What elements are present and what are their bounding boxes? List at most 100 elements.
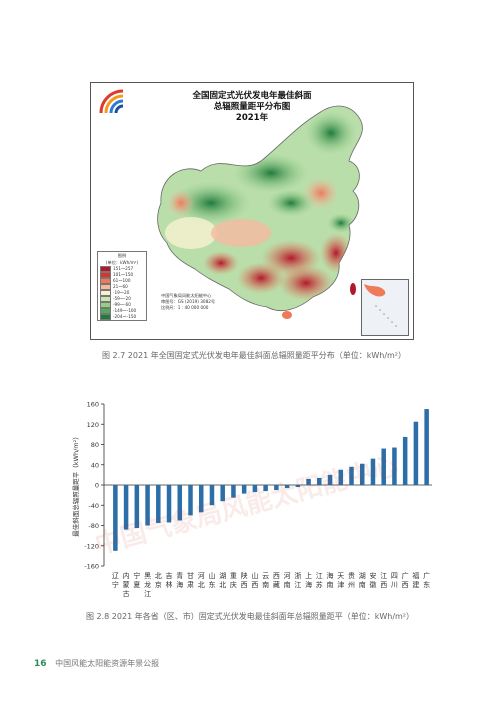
bar bbox=[392, 447, 397, 485]
x-tick-label: 安徽 bbox=[369, 571, 376, 589]
legend-item: 101～150 bbox=[100, 272, 144, 278]
x-tick-label: 重庆 bbox=[230, 572, 237, 589]
bar-chart: -160 -120 -80 -40 0 40 80 120 160 最佳斜面总辐照量距平（kWh/… bbox=[60, 396, 440, 606]
x-tick-label: 浙江 bbox=[294, 571, 301, 589]
x-tick-label: 广东 bbox=[423, 571, 430, 589]
bar bbox=[145, 485, 150, 526]
bar bbox=[274, 485, 279, 491]
bar bbox=[188, 485, 193, 516]
legend-label: 151～257 bbox=[113, 265, 134, 271]
legend-label: 101～150 bbox=[113, 271, 134, 277]
x-tick-label: 湖北 bbox=[219, 571, 226, 589]
map-title: 全国固定式光伏发电年最佳斜面 总辐照量距平分布图 2021年 bbox=[91, 91, 413, 124]
bar bbox=[209, 485, 215, 506]
bar bbox=[166, 485, 172, 523]
x-tick-label: 江苏 bbox=[316, 572, 323, 589]
x-tick-label: 河北 bbox=[198, 572, 205, 589]
credit-line3: 比例尺：1 : 40 000 000 bbox=[161, 305, 209, 310]
map-caption: 图 2.7 2021 年全国固定式光伏发电年最佳斜面总辐照量距平分布（单位：kW… bbox=[102, 351, 407, 360]
bar bbox=[349, 466, 354, 485]
bar-chart-svg: -160 -120 -80 -40 0 40 80 120 160 最佳斜面总辐照量距平（kWh/… bbox=[71, 401, 432, 598]
cma-logo bbox=[97, 87, 131, 121]
x-tick-label: 青海 bbox=[176, 571, 183, 589]
legend-label: -99～-60 bbox=[113, 301, 131, 307]
bar bbox=[413, 421, 419, 485]
map-title-line1: 全国固定式光伏发电年最佳斜面 bbox=[192, 91, 312, 101]
legend-unit: (单位：kWh/m²) bbox=[105, 259, 139, 265]
bar bbox=[317, 477, 322, 485]
y-tick-label: -80 bbox=[88, 522, 99, 530]
legend-item: -19～20 bbox=[100, 290, 144, 296]
bar bbox=[220, 485, 225, 502]
bar bbox=[402, 436, 408, 485]
x-tick-label: 辽宁 bbox=[112, 572, 119, 589]
y-tick-label: 40 bbox=[91, 461, 99, 469]
legend-label: -19～20 bbox=[113, 289, 130, 295]
china-irradiance-map bbox=[157, 105, 363, 319]
x-tick-label: 黑龙江 bbox=[144, 572, 151, 598]
bar bbox=[263, 485, 268, 492]
y-tick-label: -160 bbox=[84, 563, 99, 571]
bar bbox=[381, 448, 386, 485]
map-title-line2: 总辐照量距平分布图 bbox=[213, 102, 291, 112]
bar bbox=[424, 409, 429, 485]
legend-item: 21～60 bbox=[100, 284, 144, 290]
legend-title: 图例 bbox=[117, 253, 127, 258]
legend-swatch bbox=[100, 272, 111, 278]
bar bbox=[177, 485, 183, 521]
x-tick-label: 吉林 bbox=[166, 572, 173, 589]
x-tick-label: 上海 bbox=[305, 571, 312, 589]
x-tick-label: 内蒙古 bbox=[123, 571, 130, 598]
bar bbox=[198, 485, 204, 513]
credit-line1: 中国气象局风能太阳能中心 bbox=[161, 293, 212, 298]
x-tick-label: 陕西 bbox=[241, 571, 248, 589]
bar bbox=[327, 474, 333, 485]
x-tick-label: 甘肃 bbox=[187, 571, 194, 589]
x-tick-label: 海南 bbox=[327, 571, 334, 589]
x-tick-label: 山东 bbox=[208, 571, 215, 589]
bar bbox=[113, 485, 118, 551]
x-tick-label: 福建 bbox=[412, 571, 419, 589]
legend-label: -149～-100 bbox=[113, 307, 137, 313]
legend-item: -204～-150 bbox=[100, 314, 144, 320]
map-legend: 图例 (单位：kWh/m²) 151～257 101～150 61～100 21～60… bbox=[97, 251, 147, 321]
south-china-sea-inset bbox=[361, 279, 409, 336]
legend-label: 21～60 bbox=[113, 283, 128, 289]
bar bbox=[156, 485, 161, 523]
bar bbox=[295, 485, 301, 488]
bar-caption: 图 2.8 2021 年各省（区、市）固定式光伏发电最佳斜面年总辐照量距平（单位… bbox=[86, 612, 415, 621]
legend-item: -149～-100 bbox=[100, 308, 144, 314]
y-tick-label: 80 bbox=[91, 441, 99, 449]
map-credit: 中国气象局风能太阳能中心 审图号：GS (2019) 3082号 比例尺：1 :… bbox=[161, 293, 215, 311]
legend-swatch bbox=[100, 308, 111, 314]
x-tick-label: 广西 bbox=[402, 571, 409, 589]
y-tick-label: -40 bbox=[88, 502, 99, 510]
legend-swatch bbox=[100, 284, 111, 290]
bar bbox=[134, 485, 140, 529]
x-tick-label: 贵州 bbox=[348, 571, 355, 589]
x-tick-label: 天津 bbox=[337, 572, 344, 589]
y-tick-label: 160 bbox=[87, 401, 99, 409]
bar bbox=[370, 458, 376, 485]
y-tick-label: -120 bbox=[84, 542, 99, 550]
legend-swatch bbox=[100, 266, 111, 272]
x-tick-label: 山西 bbox=[251, 571, 258, 589]
legend-item: 151～257 bbox=[100, 266, 144, 272]
x-tick-label: 北京 bbox=[155, 572, 162, 589]
footer-text: 中国风能太阳能资源年景公报 bbox=[55, 659, 160, 668]
bar bbox=[338, 469, 344, 485]
page-number: 16 bbox=[34, 659, 47, 669]
bar bbox=[241, 485, 247, 494]
legend-swatch bbox=[100, 314, 111, 320]
x-tick-label: 江西 bbox=[380, 572, 387, 589]
legend-label: -204～-150 bbox=[113, 313, 137, 319]
y-axis-label: 最佳斜面总辐照量距平（kWh/m²） bbox=[71, 433, 80, 536]
y-tick-label: 120 bbox=[87, 421, 99, 429]
legend-item: -99～-60 bbox=[100, 302, 144, 308]
legend-item: 61～100 bbox=[100, 278, 144, 284]
legend-swatch bbox=[100, 278, 111, 284]
x-tick-label: 湖南 bbox=[359, 571, 366, 589]
y-tick-label: 0 bbox=[95, 482, 99, 490]
legend-label: -59～-20 bbox=[113, 295, 131, 301]
bar bbox=[284, 485, 290, 489]
